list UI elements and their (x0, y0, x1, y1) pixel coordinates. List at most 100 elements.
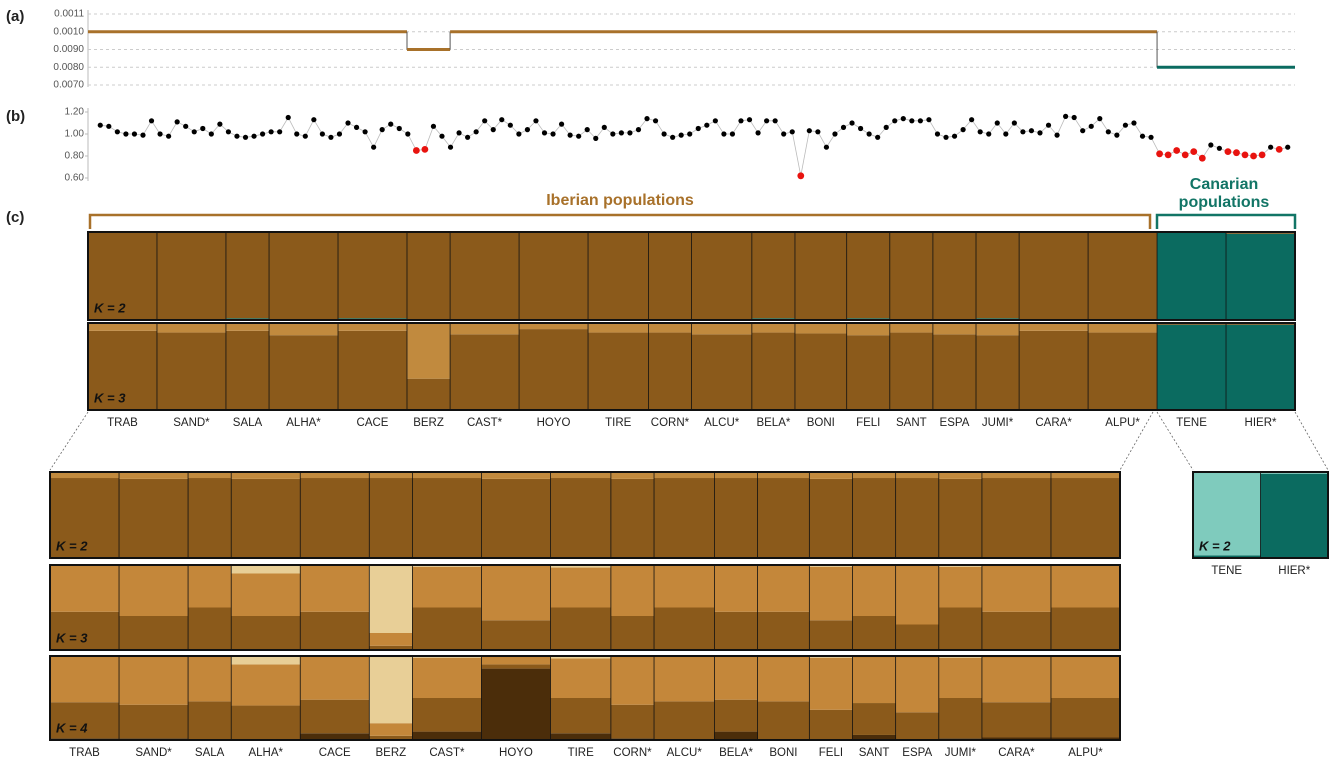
y-tick-label: 1.00 (65, 129, 85, 140)
k-label: K = 3 (94, 390, 126, 405)
population-label: ALCU* (667, 747, 703, 759)
y-tick-label: 0.60 (65, 173, 85, 184)
ancestry-segment (369, 472, 413, 479)
plot-border (1192, 471, 1329, 559)
ancestry-segment (231, 664, 301, 706)
ancestry-segment (1019, 330, 1089, 410)
point (815, 129, 821, 135)
ancestry-segment (648, 232, 692, 320)
point (123, 131, 129, 137)
highlighted-point (1233, 149, 1240, 157)
point (319, 131, 325, 137)
point (106, 123, 112, 129)
ancestry-segment (610, 656, 655, 705)
point (772, 118, 778, 124)
ancestry-segment (412, 472, 482, 479)
point (1088, 123, 1094, 129)
point (465, 134, 471, 140)
ancestry-segment (1050, 478, 1120, 558)
point (1054, 132, 1060, 138)
point (1139, 133, 1146, 139)
population-label: JUMI* (982, 417, 1014, 429)
ancestry-segment (654, 472, 715, 479)
population-label: SANT (896, 417, 927, 429)
ancestry-segment (369, 723, 413, 736)
ancestry-segment (981, 611, 1051, 650)
ancestry-segment (50, 702, 120, 739)
ancestry-segment (188, 472, 232, 479)
point (969, 117, 975, 123)
point (729, 131, 736, 137)
ancestry-segment (648, 332, 692, 410)
point (482, 118, 488, 124)
highlighted-point (797, 172, 805, 180)
population-label: TENE (1176, 417, 1207, 429)
point (174, 119, 180, 125)
point (866, 131, 872, 137)
ancestry-segment (369, 735, 413, 740)
k-label: K = 2 (1199, 538, 1231, 553)
point (986, 131, 992, 137)
ancestry-segment (846, 323, 890, 336)
ancestry-segment (751, 232, 795, 319)
ancestry-segment (889, 232, 933, 320)
ancestry-segment (225, 232, 270, 319)
ancestry-segment (481, 565, 551, 621)
ancestry-segment (895, 565, 939, 625)
point (430, 123, 437, 129)
ancestry-segment (691, 232, 752, 320)
population-label: ALCU* (704, 417, 740, 429)
ancestry-segment (1050, 472, 1120, 479)
point (259, 131, 266, 137)
ancestry-segment (809, 472, 853, 479)
ancestry-segment (757, 565, 810, 612)
ancestry-segment (981, 478, 1051, 558)
point (516, 131, 522, 137)
highlighted-point (1198, 154, 1206, 162)
population-label: CAST* (467, 417, 503, 429)
ancestry-segment (938, 478, 982, 558)
point (524, 127, 531, 133)
point (994, 120, 1000, 126)
ancestry-segment (50, 611, 120, 650)
population-label: SALA (195, 747, 225, 759)
ancestry-segment (895, 472, 939, 479)
point (917, 118, 923, 124)
point (883, 124, 889, 130)
population-label: ALHA* (248, 747, 283, 759)
y-tick-label: 0.80 (65, 151, 85, 162)
ancestry-segment (300, 472, 370, 479)
ancestry-segment (895, 624, 939, 650)
ancestry-segment (610, 616, 655, 650)
ancestry-segment (938, 472, 982, 479)
population-label: TIRE (568, 747, 595, 759)
point (379, 127, 385, 133)
ancestry-segment (481, 620, 551, 650)
ancestry-segment (1157, 232, 1227, 320)
point (960, 127, 966, 133)
y-tick-label: 0.0010 (53, 26, 84, 37)
point (558, 121, 565, 127)
ancestry-segment (300, 656, 370, 700)
ancestry-segment (809, 709, 853, 740)
ancestry-segment (550, 567, 611, 608)
population-label: SANT (859, 747, 890, 759)
y-tick-label: 0.0011 (54, 9, 84, 20)
ancestry-segment (1226, 324, 1295, 410)
point (277, 129, 283, 135)
bracket (88, 213, 1152, 229)
point (687, 131, 693, 137)
ancestry-segment (406, 323, 451, 379)
point (1028, 128, 1035, 134)
point (353, 124, 360, 130)
ancestry-segment (654, 565, 715, 608)
population-label: TRAB (107, 417, 138, 429)
population-label: ESPA (902, 747, 932, 759)
point (781, 131, 787, 137)
population-label: BELA* (719, 747, 753, 759)
ancestry-segment (757, 656, 810, 702)
ancestry-segment (757, 701, 810, 740)
population-label: HIER* (1278, 565, 1310, 577)
ancestry-segment (88, 323, 157, 331)
